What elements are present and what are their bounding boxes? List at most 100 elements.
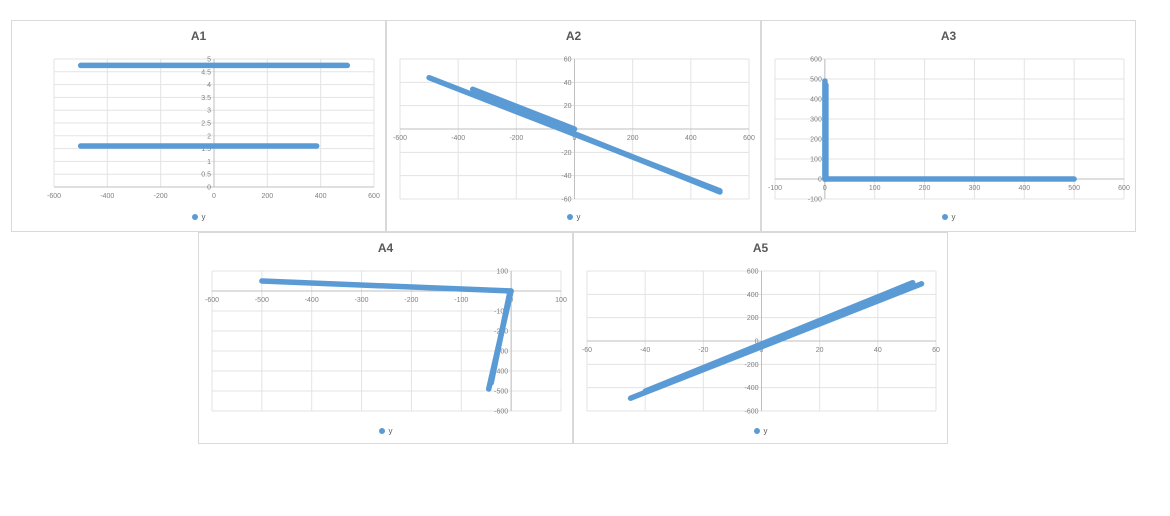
series-line [259,278,514,294]
x-tick-label: -20 [698,347,708,354]
y-tick-label: -60 [561,197,571,204]
y-tick-label: 100 [810,157,822,164]
x-tick-label: -400 [305,297,319,304]
y-tick-label: 5 [207,57,211,64]
chart-panel-a4: A4 -600 -500 -400 -300 -200 -100 0 100 -600 -500-… [198,232,573,444]
y-tick-label: 400 [747,292,759,299]
x-tick-label: 40 [874,347,882,354]
chart-plot: -100 0 100 200 300 400 500 600-1000100200300400… [768,57,1130,204]
chart-title: A5 [752,241,769,255]
y-tick-label: 600 [810,57,822,64]
y-tick-label: 200 [747,315,759,322]
x-tick-label: -200 [404,297,418,304]
series-line [571,130,723,195]
x-tick-label: -600 [205,297,219,304]
y-tick-label: 200 [810,137,822,144]
legend-marker [941,213,948,220]
y-tick-label: 1.5 [201,146,211,153]
legend-marker [753,427,760,434]
x-tick-label: 400 [1018,185,1030,192]
x-tick-label: -100 [768,185,782,192]
x-tick-label: 300 [969,185,981,192]
y-tick-label: -100 [808,197,822,204]
x-tick-label: 100 [555,297,567,304]
chart-title: A4 [377,241,394,255]
y-tick-label: -400 [744,385,758,392]
y-tick-label: 0 [207,185,211,192]
y-tick-label: 3 [207,108,211,115]
chart-panel-a2: A2 -600 -400 -200 0 200 400 600 -60 -40 -20 0 20 40 6… [386,20,761,232]
x-tick-label: 0 [823,185,827,192]
y-tick-label: 40 [564,80,572,87]
y-tick-label: 600 [747,269,759,276]
y-tick-label: -600 [744,409,758,416]
x-tick-label: 200 [261,193,273,200]
x-tick-label: -500 [255,297,269,304]
y-tick-label: 1 [207,159,211,166]
chart-title: A2 [565,29,582,43]
y-tick-label: 2 [207,133,211,140]
y-tick-label: -100 [494,309,508,316]
chart-legend: y [387,212,760,221]
x-tick-label: 600 [743,135,755,142]
x-tick-label: 400 [685,135,697,142]
x-tick-label: -200 [154,193,168,200]
x-tick-label: 20 [816,347,824,354]
x-tick-label: 400 [315,193,327,200]
y-tick-label: 300 [810,117,822,124]
x-tick-label: 200 [627,135,639,142]
legend-marker [191,213,198,220]
y-tick-label: -20 [561,150,571,157]
chart-legend: y [12,212,385,221]
y-tick-label: -600 [494,409,508,416]
y-tick-label: -200 [744,362,758,369]
x-tick-label: -60 [582,347,592,354]
chart-panel-a1: A1 -600 -400 -200 0 200 400 600 0 0.5 1 1.5 2 2.5 3 3.… [11,20,386,232]
y-tick-label: 4.5 [201,69,211,76]
y-tick-label: 100 [496,269,508,276]
x-tick-label: -400 [100,193,114,200]
legend-marker [566,213,573,220]
chart-panel-a3: A3 -100 0 100 200 300 400 500 600 -100 0 100 200 300… [761,20,1136,232]
y-tick-label: 0.5 [201,172,211,179]
legend-label: y [763,426,768,436]
x-tick-label: 0 [573,135,577,142]
x-tick-label: 0 [212,193,216,200]
y-tick-label: -400 [494,369,508,376]
chart-title: A3 [940,29,957,43]
x-tick-label: 500 [1068,185,1080,192]
x-tick-label: 0 [760,347,764,354]
y-tick-label: 60 [564,57,572,64]
y-tick-label: 2.5 [201,121,211,128]
x-tick-label: 600 [1118,185,1130,192]
y-tick-label: 0 [755,339,759,346]
legend-label: y [951,212,956,222]
y-tick-label: -40 [561,173,571,180]
x-tick-label: 100 [869,185,881,192]
y-tick-label: 3.5 [201,95,211,102]
series-line [469,86,578,132]
x-tick-label: -600 [393,135,407,142]
y-tick-label: -500 [494,389,508,396]
x-tick-label: 600 [368,193,380,200]
x-tick-label: 200 [919,185,931,192]
chart-plot: -600 -500 -400 -300 -200 -100 0 100-600-500-400… [205,269,567,416]
x-tick-label: -400 [451,135,465,142]
x-tick-label: -600 [47,193,61,200]
legend-label: y [388,426,393,436]
x-tick-label: 60 [932,347,940,354]
legend-label: y [576,212,581,222]
y-tick-label: 400 [810,97,822,104]
chart-title: A1 [190,29,207,43]
x-tick-label: -300 [355,297,369,304]
y-tick-label: -300 [494,349,508,356]
legend-label: y [201,212,206,222]
chart-legend: y [762,212,1135,221]
y-tick-label: 0 [818,177,822,184]
y-tick-label: 500 [810,77,822,84]
chart-legend: y [199,426,572,435]
series-line [488,288,513,386]
x-tick-label: -40 [640,347,650,354]
